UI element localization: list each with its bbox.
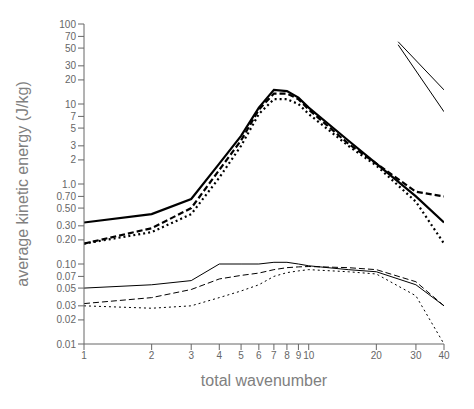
svg-text:6: 6 [256, 350, 262, 361]
svg-text:0.05: 0.05 [57, 283, 77, 294]
svg-text:7: 7 [70, 111, 76, 122]
svg-text:0.10: 0.10 [57, 259, 77, 270]
svg-text:1: 1 [81, 350, 87, 361]
svg-text:0.20: 0.20 [57, 234, 77, 245]
svg-text:3: 3 [188, 350, 194, 361]
svg-text:30: 30 [65, 60, 77, 71]
svg-text:10: 10 [303, 350, 315, 361]
svg-text:50: 50 [65, 43, 77, 54]
svg-text:0.01: 0.01 [57, 339, 77, 350]
svg-text:100: 100 [59, 19, 76, 30]
svg-text:3: 3 [70, 140, 76, 151]
svg-text:10: 10 [65, 99, 77, 110]
svg-text:5: 5 [70, 123, 76, 134]
svg-text:40: 40 [438, 350, 450, 361]
svg-text:20: 20 [65, 74, 77, 85]
svg-text:5: 5 [238, 350, 244, 361]
svg-text:1.0: 1.0 [62, 179, 76, 190]
svg-text:70: 70 [65, 31, 77, 42]
svg-text:0.07: 0.07 [57, 271, 77, 282]
svg-text:2: 2 [70, 154, 76, 165]
svg-text:30: 30 [410, 350, 422, 361]
svg-text:8: 8 [284, 350, 290, 361]
svg-text:0.30: 0.30 [57, 220, 77, 231]
svg-text:9: 9 [296, 350, 302, 361]
svg-text:4: 4 [217, 350, 223, 361]
svg-text:7: 7 [271, 350, 277, 361]
svg-text:0.02: 0.02 [57, 314, 77, 325]
svg-text:total wavenumber: total wavenumber [201, 372, 328, 389]
svg-text:0.03: 0.03 [57, 300, 77, 311]
svg-text:0.70: 0.70 [57, 191, 77, 202]
svg-text:average kinetic energy (J/kg): average kinetic energy (J/kg) [14, 81, 31, 286]
svg-text:20: 20 [371, 350, 383, 361]
svg-text:0.50: 0.50 [57, 203, 77, 214]
svg-text:2: 2 [149, 350, 155, 361]
